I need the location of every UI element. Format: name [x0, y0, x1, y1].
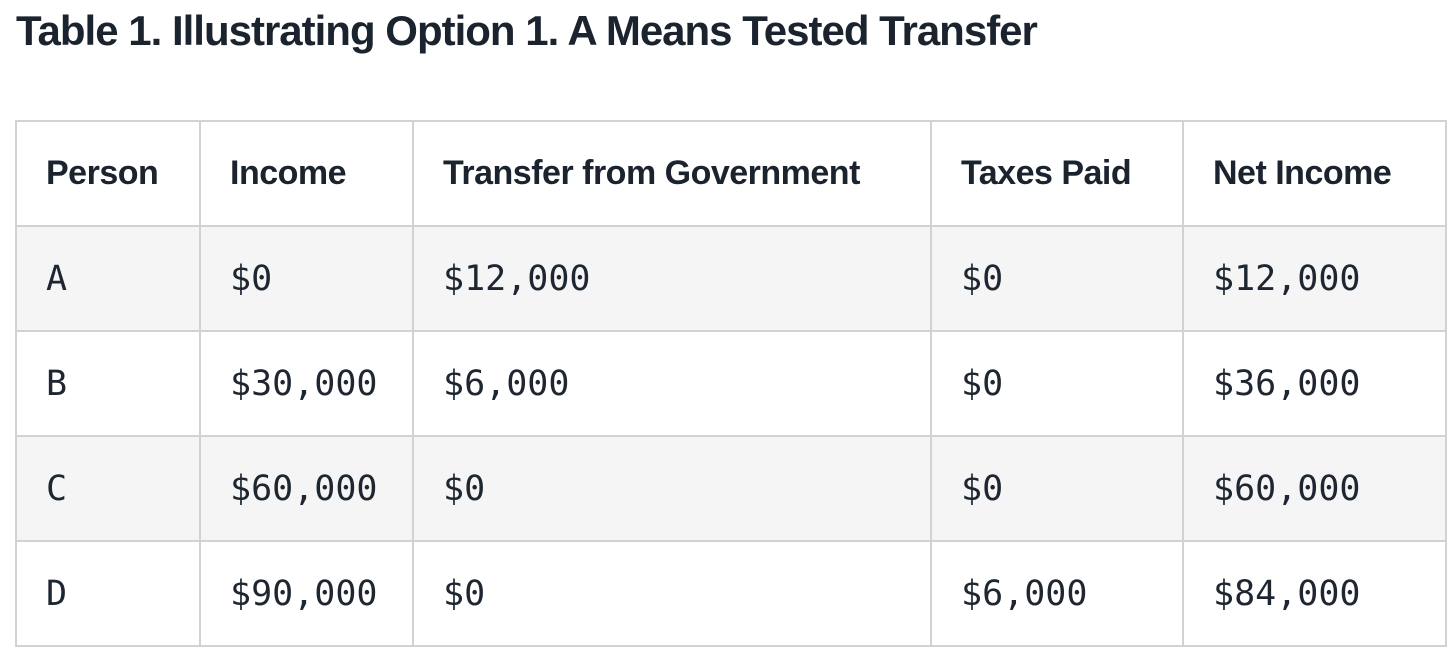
header-cell-person: Person	[15, 120, 201, 227]
table-row-d: D $90,000 $0 $6,000 $84,000	[15, 540, 1447, 647]
cell-net: $84,000	[1182, 540, 1447, 647]
cell-person: B	[15, 330, 201, 437]
cell-transfer: $12,000	[412, 225, 932, 332]
cell-person: A	[15, 225, 201, 332]
header-cell-income: Income	[199, 120, 414, 227]
cell-transfer: $0	[412, 435, 932, 542]
header-cell-net: Net Income	[1182, 120, 1447, 227]
table-title: Table 1. Illustrating Option 1. A Means …	[16, 7, 1038, 54]
cell-taxes: $0	[930, 330, 1184, 437]
table-row-c: C $60,000 $0 $0 $60,000	[15, 435, 1447, 542]
cell-income: $0	[199, 225, 414, 332]
cell-person: C	[15, 435, 201, 542]
cell-income: $60,000	[199, 435, 414, 542]
cell-net: $12,000	[1182, 225, 1447, 332]
cell-transfer: $0	[412, 540, 932, 647]
header-cell-transfer: Transfer from Government	[412, 120, 932, 227]
cell-person: D	[15, 540, 201, 647]
cell-net: $60,000	[1182, 435, 1447, 542]
cell-income: $90,000	[199, 540, 414, 647]
header-cell-taxes: Taxes Paid	[930, 120, 1184, 227]
cell-transfer: $6,000	[412, 330, 932, 437]
cell-taxes: $6,000	[930, 540, 1184, 647]
cell-taxes: $0	[930, 225, 1184, 332]
means-tested-transfer-table: Person Income Transfer from Government T…	[15, 120, 1447, 647]
cell-income: $30,000	[199, 330, 414, 437]
cell-net: $36,000	[1182, 330, 1447, 437]
table-row-b: B $30,000 $6,000 $0 $36,000	[15, 330, 1447, 437]
cell-taxes: $0	[930, 435, 1184, 542]
table-row-a: A $0 $12,000 $0 $12,000	[15, 225, 1447, 332]
header-row: Person Income Transfer from Government T…	[15, 120, 1447, 227]
